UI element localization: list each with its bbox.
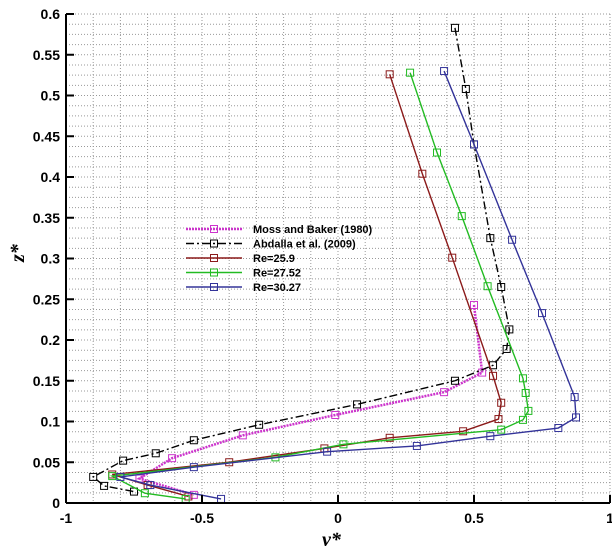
- y-tick-label: 0.6: [41, 6, 61, 22]
- legend-marker: [210, 268, 218, 277]
- y-tick-label: 0: [52, 495, 60, 511]
- x-tick-label: -1: [60, 510, 73, 526]
- data-point: [238, 431, 247, 440]
- data-point: [524, 406, 533, 415]
- data-point: [168, 454, 177, 463]
- data-point: [385, 70, 394, 79]
- y-tick-label: 0.3: [41, 251, 61, 267]
- data-point: [418, 169, 427, 178]
- x-tick-label: 0: [334, 510, 342, 526]
- legend-label: Re=27.52: [253, 268, 301, 280]
- x-tick-label: 0.5: [464, 510, 484, 526]
- axes: -1 -0.5 0 0.5 1 0 0.05 0.1 0.15 0.2 0.25 0.3 0.35 0.4…: [33, 6, 612, 526]
- data-point: [572, 413, 580, 422]
- data-point: [554, 424, 563, 433]
- data-point: [570, 393, 579, 402]
- data-point: [323, 447, 332, 456]
- data-point: [489, 371, 498, 380]
- y-tick-label: 0.45: [33, 128, 60, 144]
- data-point: [486, 234, 495, 243]
- series-4: [116, 67, 580, 503]
- data-point: [440, 388, 449, 397]
- data-point: [146, 481, 155, 490]
- data-point: [457, 212, 466, 221]
- y-tick-label: 0.15: [33, 373, 60, 389]
- data-point: [412, 441, 421, 450]
- data-point: [448, 253, 457, 262]
- data-point: [470, 300, 478, 309]
- data-point: [483, 282, 492, 291]
- y-tick-label: 0.1: [41, 414, 61, 430]
- data-point: [331, 410, 340, 419]
- y-tick-label: 0.35: [33, 210, 60, 226]
- legend-marker: [210, 239, 218, 248]
- y-tick-label: 0.55: [33, 47, 60, 63]
- legend: Moss and Baker (1980) Abdalla et al. (200…: [186, 224, 373, 294]
- data-point: [486, 432, 495, 441]
- data-point: [521, 388, 530, 397]
- data-point: [518, 374, 527, 383]
- legend-marker: [210, 283, 218, 291]
- series-0: [135, 300, 487, 499]
- data-point: [497, 283, 506, 292]
- data-point: [108, 472, 117, 481]
- data-point: [89, 472, 98, 481]
- series-3: [108, 68, 533, 503]
- y-tick-label: 0.5: [41, 88, 61, 104]
- series-line: [112, 74, 502, 498]
- data-point: [339, 440, 348, 449]
- series-1: [89, 23, 514, 496]
- y-tick-label: 0.2: [41, 332, 61, 348]
- data-point: [406, 68, 415, 77]
- x-tick-label: 1: [606, 510, 612, 526]
- data-point: [100, 481, 109, 490]
- series-line: [91, 27, 511, 493]
- legend-label: Moss and Baker (1980): [253, 224, 373, 236]
- data-point: [353, 400, 362, 409]
- data-point: [119, 456, 128, 465]
- data-point: [518, 415, 527, 424]
- data-point: [189, 463, 198, 472]
- data-point: [459, 427, 468, 436]
- y-tick-label: 0.4: [41, 169, 61, 185]
- data-point: [433, 148, 442, 157]
- data-point: [151, 449, 160, 458]
- data-point: [470, 140, 478, 149]
- series-line: [109, 72, 530, 500]
- legend-marker: [210, 254, 218, 262]
- data-point: [189, 436, 198, 445]
- y-axis-label: z*: [7, 243, 29, 263]
- legend-marker: [210, 225, 218, 233]
- grid: [65, 13, 611, 504]
- data-point: [255, 420, 264, 429]
- data-point: [497, 425, 506, 434]
- series-group: [89, 23, 580, 503]
- data-point: [502, 344, 511, 353]
- legend-label: Abdalla et al. (2009): [253, 239, 356, 251]
- data-point: [440, 67, 449, 76]
- data-point: [116, 472, 125, 481]
- data-point: [385, 433, 394, 442]
- x-axis-label: v*: [322, 529, 342, 548]
- x-tick-label: -0.5: [190, 510, 214, 526]
- data-point: [140, 489, 149, 498]
- y-tick-label: 0.05: [33, 454, 60, 470]
- data-point: [450, 376, 459, 385]
- series-line: [136, 304, 484, 497]
- data-point: [505, 325, 514, 334]
- data-point: [508, 235, 517, 244]
- data-point: [494, 415, 503, 424]
- y-tick-label: 0.25: [33, 291, 60, 307]
- data-point: [461, 84, 470, 93]
- data-point: [538, 309, 546, 318]
- series-2: [108, 70, 506, 501]
- series-line: [120, 70, 577, 500]
- data-point: [450, 23, 459, 32]
- data-point: [497, 398, 506, 407]
- legend-label: Re=30.27: [253, 282, 301, 294]
- legend-label: Re=25.9: [253, 253, 295, 265]
